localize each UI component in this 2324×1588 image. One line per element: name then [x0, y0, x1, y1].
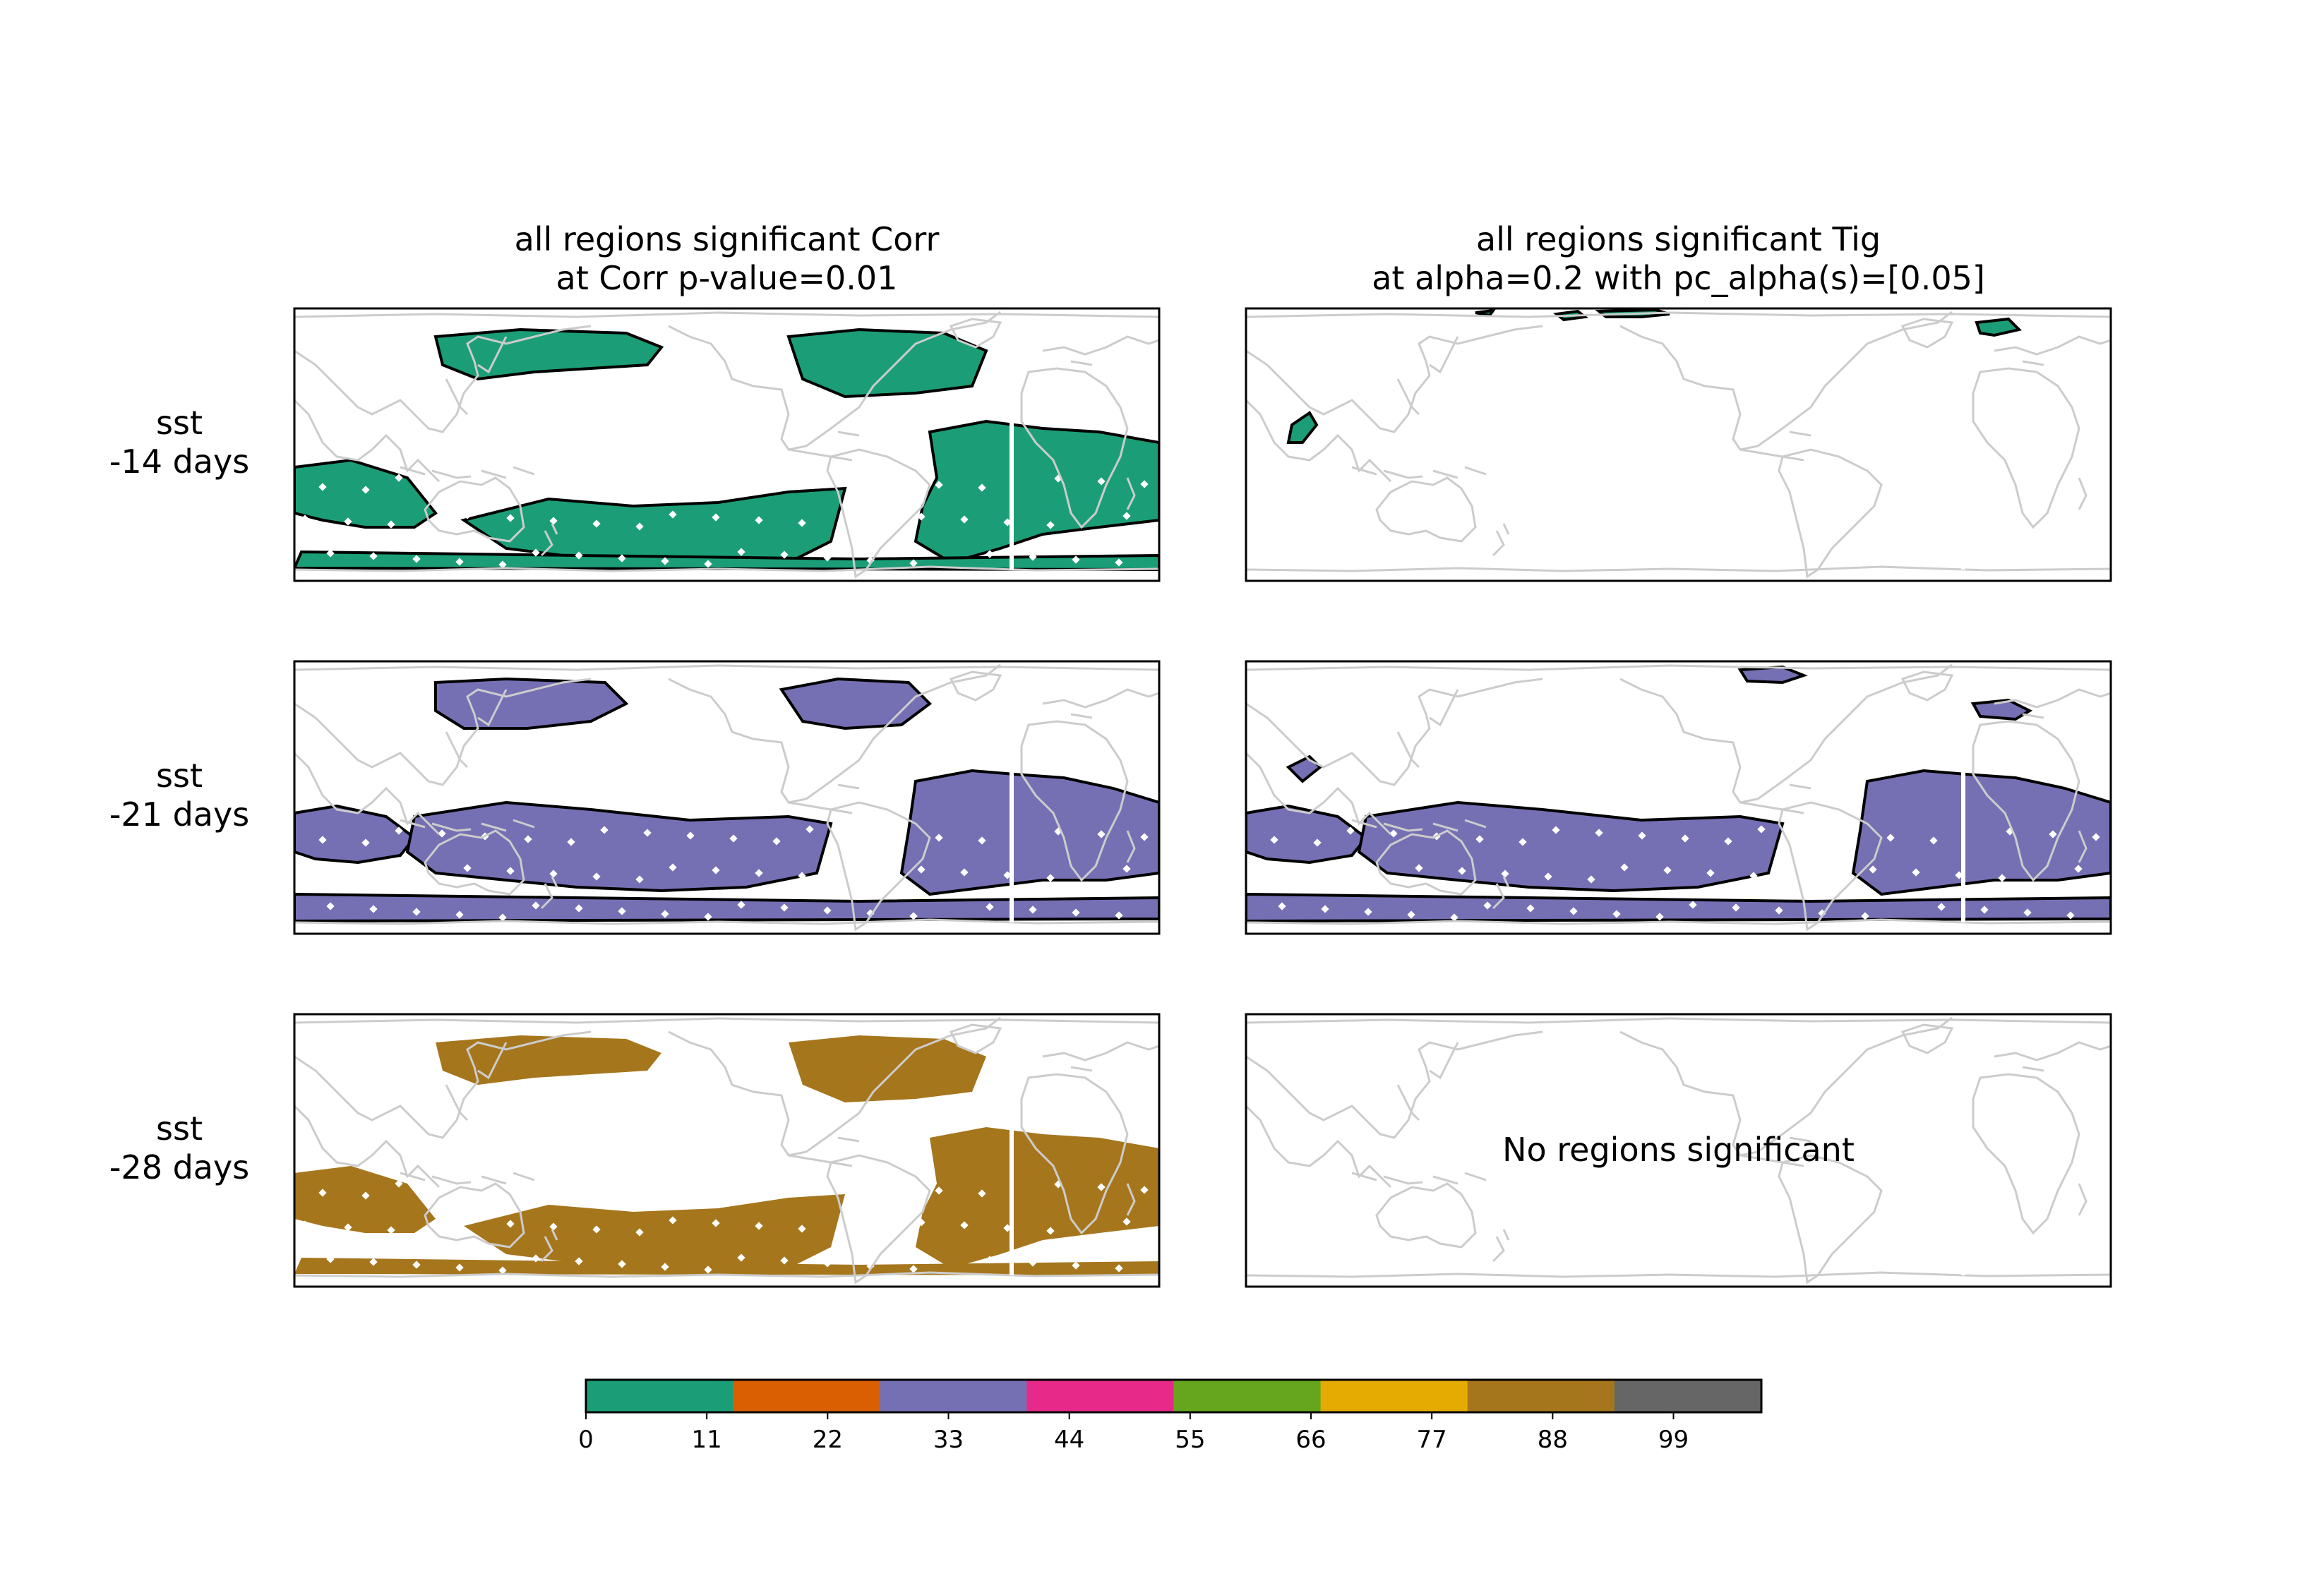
colorbar-frame [585, 1378, 1763, 1414]
map-frame [1245, 307, 2112, 582]
map-frame [293, 1013, 1161, 1288]
row-label-0-lag: -14 days [109, 443, 249, 481]
row-label-2-var: sst [156, 1109, 203, 1148]
colorbar-segment [733, 1380, 880, 1412]
no-regions-label: No regions significant [1502, 1131, 1855, 1169]
significant-region [294, 1258, 1159, 1275]
significant-region [405, 800, 833, 893]
map-panel-r1-c1 [1245, 660, 2112, 935]
colorbar-tick-label: 55 [1175, 1426, 1205, 1454]
row-label-1-var: sst [156, 757, 203, 795]
colorbar-segment [1173, 1380, 1322, 1412]
colorbar: 0 11 22 33 44 55 66 77 88 99 [578, 1378, 1763, 1454]
significant-region [1286, 411, 1319, 444]
map-frame [1245, 660, 2112, 935]
colorbar-tick-label: 0 [578, 1426, 594, 1454]
significant-region [1286, 754, 1322, 783]
significant-region [789, 1035, 986, 1102]
row-label-0-var: sst [156, 404, 203, 442]
colorbar-segment [1320, 1380, 1468, 1412]
colorbar-tick-label: 11 [692, 1426, 722, 1454]
significant-region [434, 677, 629, 730]
significant-region [1246, 892, 2111, 923]
significant-region [1246, 804, 1368, 865]
colorbar-tick-label: 77 [1417, 1426, 1447, 1454]
row-label-1-lag: -21 days [109, 795, 249, 834]
significant-region [1975, 317, 2022, 337]
colorbar-segment [1614, 1380, 1762, 1412]
significant-region [786, 327, 988, 399]
column-title-1-line1: all regions significant Tig [1476, 220, 1881, 258]
map-panel-r0-c0 [293, 307, 1161, 582]
significant-region [433, 327, 664, 381]
column-title-0-line2: at Corr p-value=0.01 [556, 259, 898, 297]
column-title-1-line2: at alpha=0.2 with pc_alpha(s)=[0.05] [1372, 259, 1985, 297]
row-label-2-lag: -28 days [109, 1148, 249, 1186]
coastline-outline [1246, 311, 2111, 578]
colorbar-tick-label: 44 [1054, 1426, 1084, 1454]
significant-region [914, 419, 1159, 565]
column-title-0-line1: all regions significant Corr [515, 220, 940, 258]
significant-region [464, 1194, 845, 1272]
colorbar-segment [1467, 1380, 1615, 1412]
significant-region [294, 892, 1159, 923]
colorbar-tick-label: 99 [1658, 1426, 1689, 1454]
map-panel-r2-c0 [293, 1013, 1161, 1288]
significant-region [916, 1127, 1159, 1268]
significant-region [294, 804, 417, 865]
colorbar-segment [586, 1380, 733, 1412]
colorbar-segment [880, 1380, 1027, 1412]
significant-region [1475, 308, 1497, 318]
colorbar-segment [1026, 1380, 1174, 1412]
significant-region [436, 1035, 661, 1085]
map-panel-r0-c1 [1245, 307, 2112, 582]
map-panel-r2-c1: No regions significant [1245, 1013, 2112, 1288]
colorbar-tick-label: 88 [1538, 1426, 1568, 1454]
significant-region [1737, 665, 1808, 685]
colorbar-tick-label: 66 [1295, 1426, 1326, 1454]
colorbar-tick-label: 33 [933, 1426, 964, 1454]
map-frame [293, 660, 1161, 935]
map-panel-r1-c0 [293, 660, 1161, 935]
colorbar-tick-label: 22 [813, 1426, 843, 1454]
significant-region [779, 677, 933, 730]
map-frame [293, 307, 1161, 582]
significant-region [1357, 800, 1785, 893]
map-frame [1245, 1013, 2112, 1288]
